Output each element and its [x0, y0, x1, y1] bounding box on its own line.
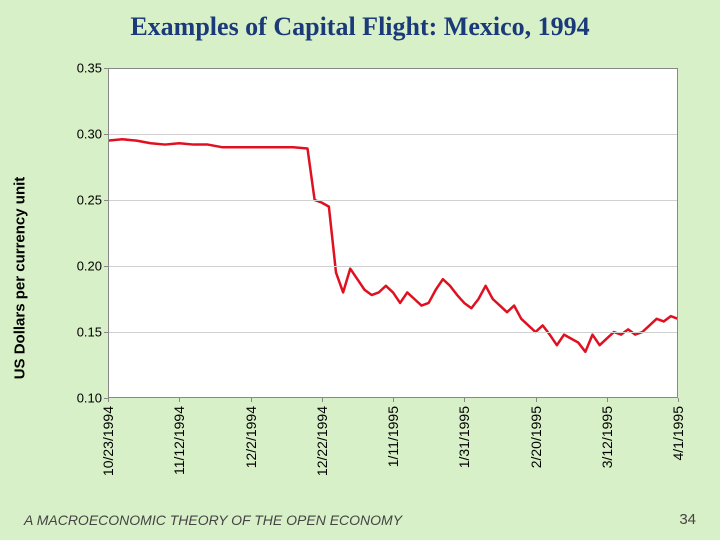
y-axis-label: US Dollars per currency unit: [12, 177, 29, 380]
xtick-label: 11/12/1994: [171, 406, 187, 475]
gridline: [108, 266, 678, 267]
plot-area: 0.100.150.200.250.300.3510/23/199411/12/…: [108, 68, 678, 398]
line-chart-svg: [108, 68, 678, 398]
ytick-mark: [104, 332, 108, 333]
xtick-mark: [108, 398, 109, 402]
xtick-label: 12/2/1994: [243, 406, 259, 468]
xtick-label: 12/22/1994: [314, 406, 330, 476]
gridline: [108, 200, 678, 201]
xtick-label: 10/23/1994: [100, 406, 116, 476]
ytick-label: 0.15: [77, 325, 102, 340]
slide: Examples of Capital Flight: Mexico, 1994…: [0, 0, 720, 540]
page-number: 34: [679, 511, 696, 528]
ytick-label: 0.35: [77, 61, 102, 76]
xtick-mark: [678, 398, 679, 402]
xtick-mark: [251, 398, 252, 402]
xtick-mark: [607, 398, 608, 402]
xtick-mark: [322, 398, 323, 402]
ytick-mark: [104, 266, 108, 267]
xtick-label: 1/31/1995: [456, 406, 472, 468]
ytick-mark: [104, 68, 108, 69]
ytick-mark: [104, 134, 108, 135]
xtick-label: 2/20/1995: [528, 406, 544, 468]
xtick-mark: [179, 398, 180, 402]
xtick-mark: [393, 398, 394, 402]
xtick-mark: [464, 398, 465, 402]
xtick-label: 4/1/1995: [670, 406, 686, 461]
gridline: [108, 134, 678, 135]
xtick-label: 1/11/1995: [385, 406, 401, 467]
xtick-label: 3/12/1995: [599, 406, 615, 468]
ytick-label: 0.20: [77, 259, 102, 274]
exchange-rate-line: [108, 139, 678, 352]
ytick-label: 0.25: [77, 193, 102, 208]
slide-title: Examples of Capital Flight: Mexico, 1994: [0, 12, 720, 42]
footer-text: A MACROECONOMIC THEORY OF THE OPEN ECONO…: [24, 512, 402, 528]
ytick-mark: [104, 200, 108, 201]
ytick-label: 0.30: [77, 127, 102, 142]
gridline: [108, 332, 678, 333]
ytick-label: 0.10: [77, 391, 102, 406]
xtick-mark: [536, 398, 537, 402]
chart-container: US Dollars per currency unit 0.100.150.2…: [30, 58, 690, 498]
